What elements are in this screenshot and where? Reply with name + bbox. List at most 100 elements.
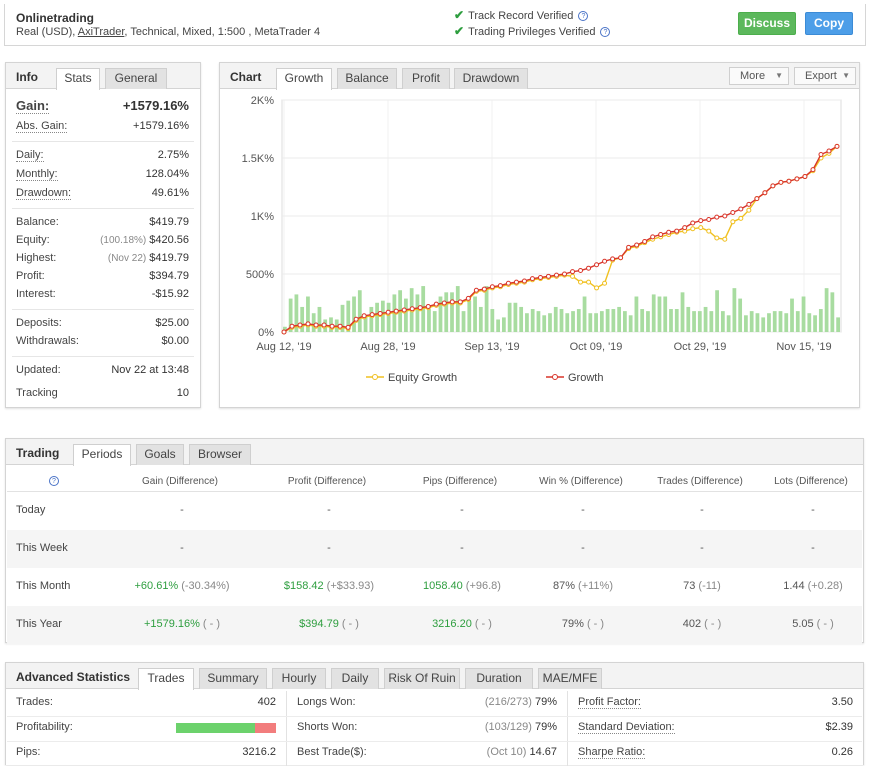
- lots-difference: ( - ): [816, 618, 834, 630]
- volume-bar: [767, 313, 771, 332]
- discuss-button[interactable]: Discuss: [738, 12, 796, 35]
- volume-bar: [772, 311, 777, 332]
- tab-goals[interactable]: Goals: [136, 444, 184, 465]
- growth-point: [794, 176, 800, 182]
- volume-bar: [749, 311, 754, 332]
- highest-row: Highest: (Nov 22) $419.79: [16, 252, 189, 269]
- trades-difference: (-11): [698, 580, 721, 592]
- withdrawals-row: Withdrawals: $0.00: [16, 335, 189, 352]
- equity-row: Equity: (100.18%) $420.56: [16, 234, 189, 251]
- growth-point: [738, 206, 744, 212]
- tab-drawdown[interactable]: Drawdown: [454, 68, 528, 89]
- col-profit: Profit (Difference): [287, 476, 367, 487]
- volume-bar: [576, 309, 581, 332]
- daily-value: 2.75%: [157, 149, 189, 161]
- y-tick-label: 1K%: [251, 211, 274, 223]
- legend-equity-label[interactable]: Equity Growth: [388, 372, 457, 384]
- chevron-down-icon: ▼: [842, 71, 850, 80]
- growth-point: [706, 216, 712, 222]
- growth-point: [361, 313, 367, 319]
- growth-point: [305, 321, 311, 327]
- divider: [286, 691, 287, 766]
- balance-label: Balance:: [16, 216, 59, 228]
- tab-balance[interactable]: Balance: [337, 68, 397, 89]
- growth-point: [746, 201, 752, 207]
- pips-value: -: [460, 504, 464, 516]
- growth-point: [401, 307, 407, 313]
- sharpe-ratio-value: 0.26: [831, 746, 853, 758]
- volume-bar: [507, 302, 512, 332]
- equity-growth-point: [706, 228, 712, 234]
- tab-general[interactable]: General: [105, 68, 167, 89]
- volume-bar: [790, 298, 794, 332]
- cell-profit: $394.79( - ): [239, 618, 419, 630]
- tab-growth[interactable]: Growth: [276, 68, 332, 90]
- cell-gain: +1579.16%( - ): [92, 618, 272, 630]
- tab-risk-of-ruin[interactable]: Risk Of Ruin: [384, 668, 460, 689]
- x-tick-label: Oct 09, '19: [570, 341, 623, 353]
- divider: [7, 741, 862, 742]
- best-trade-date: (Oct 10): [486, 746, 527, 758]
- tab-trades[interactable]: Trades: [138, 668, 194, 690]
- cell-trades: -: [612, 542, 792, 554]
- growth-point: [441, 300, 447, 306]
- table-row: This Month +60.61% (-30.34%) $158.42 (+$33.9…: [7, 568, 862, 606]
- cell-win: 87% (+11%): [493, 580, 673, 592]
- growth-point: [818, 152, 824, 158]
- tab-hourly[interactable]: Hourly: [272, 668, 326, 689]
- trades-row: Trades: 402: [16, 691, 276, 716]
- volume-bar: [692, 311, 696, 332]
- lots-value: 5.05: [792, 618, 814, 630]
- win-difference: (+11%): [578, 580, 613, 592]
- highest-date: (Nov 22): [107, 253, 147, 264]
- equity-growth-point: [738, 215, 744, 221]
- equity-growth-point: [602, 280, 608, 286]
- equity-growth-point: [722, 236, 728, 242]
- help-icon[interactable]: ?: [49, 476, 59, 486]
- tab-browser[interactable]: Browser: [189, 444, 251, 465]
- tab-stats[interactable]: Stats: [56, 68, 100, 90]
- x-tick-label: Aug 28, '19: [360, 341, 415, 353]
- growth-point: [802, 174, 808, 180]
- advanced-statistics-panel: Advanced Statistics Trades Summary Hourl…: [5, 662, 864, 766]
- tracking-row: Tracking 10: [16, 387, 189, 404]
- growth-point: [321, 322, 327, 328]
- balance-row: Balance: $419.79: [16, 216, 189, 233]
- export-button[interactable]: Export ▼: [794, 67, 856, 85]
- chart-title: Chart: [230, 70, 262, 84]
- volume-bar: [703, 306, 708, 332]
- growth-point: [449, 299, 455, 305]
- tab-periods[interactable]: Periods: [73, 444, 131, 466]
- volume-bar: [744, 315, 748, 332]
- growth-point: [465, 295, 471, 301]
- volume-bar: [807, 313, 812, 332]
- win-difference: ( - ): [586, 618, 605, 630]
- copy-button[interactable]: Copy: [805, 12, 853, 35]
- more-button[interactable]: More ▼: [729, 67, 789, 85]
- help-icon[interactable]: ?: [578, 11, 589, 22]
- broker-link[interactable]: AxiTrader: [77, 26, 125, 38]
- legend-growth-label[interactable]: Growth: [568, 372, 603, 384]
- gain-value: +60.61%: [134, 580, 179, 592]
- lots-value: -: [811, 504, 815, 516]
- drawdown-label: Drawdown:: [16, 187, 72, 200]
- tab-summary[interactable]: Summary: [199, 668, 267, 689]
- volume-bar: [640, 309, 645, 332]
- trading-panel: Trading Periods Goals Browser ? Gain (Di…: [5, 438, 864, 644]
- tab-duration[interactable]: Duration: [465, 668, 533, 689]
- pips-value: -: [460, 542, 464, 554]
- tab-profit[interactable]: Profit: [402, 68, 450, 89]
- tab-mae-mfe[interactable]: MAE/MFE: [538, 668, 602, 689]
- withdrawals-label: Withdrawals:: [16, 335, 79, 347]
- volume-bar: [467, 300, 472, 332]
- trading-privileges-verified: ✔ Trading Privileges Verified?: [454, 24, 611, 38]
- longs-won-fraction: (216/273): [484, 696, 532, 708]
- cell-profit: $158.42 (+$33.93): [239, 580, 419, 592]
- help-icon[interactable]: ?: [600, 27, 611, 38]
- cell-trades: -: [612, 504, 792, 516]
- divider: [7, 716, 862, 717]
- chart-panel: Chart Growth Balance Profit Drawdown Mor…: [219, 62, 860, 408]
- volume-bar: [824, 288, 829, 332]
- tab-daily[interactable]: Daily: [331, 668, 379, 689]
- growth-point: [537, 274, 543, 280]
